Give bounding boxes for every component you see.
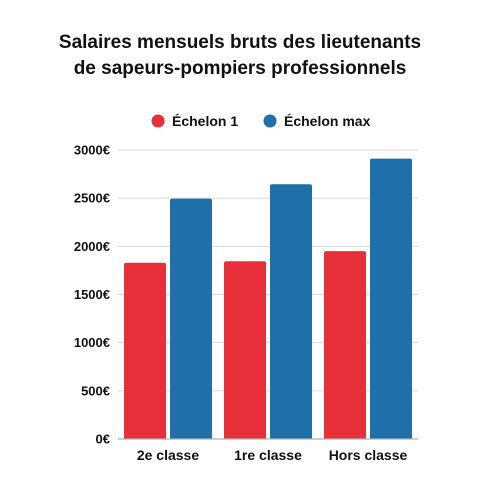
chart-title-line-1: Salaires mensuels bruts des lieutenants bbox=[59, 32, 421, 53]
bar-echelon-1-3 bbox=[324, 251, 366, 439]
bars bbox=[124, 158, 412, 440]
y-tick-label: 0€ bbox=[96, 432, 110, 447]
y-axis-tick-labels: 0€ 500€ 1000€ 1500€ 2000€ 2500€ 3000€ bbox=[74, 143, 110, 447]
legend: Échelon 1 Échelon max bbox=[151, 113, 371, 129]
bar-echelon-max-1 bbox=[170, 198, 212, 439]
bar-echelon-1-1 bbox=[124, 262, 166, 439]
y-tick-label: 1000€ bbox=[74, 335, 110, 350]
bar-echelon-max-3 bbox=[370, 158, 412, 440]
x-axis-category-labels: 2e classe 1re classe Hors classe bbox=[137, 447, 408, 463]
legend-swatch bbox=[151, 114, 165, 128]
legend-swatch bbox=[263, 114, 277, 128]
legend-label: Échelon max bbox=[284, 113, 371, 129]
y-tick-label: 3000€ bbox=[74, 143, 110, 158]
chart-title-line-2: de sapeurs-pompiers professionnels bbox=[74, 58, 407, 79]
y-tick-label: 2000€ bbox=[74, 239, 110, 254]
y-tick-label: 2500€ bbox=[74, 191, 110, 206]
chart-title: Salaires mensuels bruts des lieutenants … bbox=[59, 32, 421, 79]
grid-lines bbox=[118, 149, 418, 392]
bar-echelon-1-2 bbox=[224, 261, 266, 439]
x-category-label: 2e classe bbox=[137, 447, 199, 463]
y-tick-label: 1500€ bbox=[74, 287, 110, 302]
y-tick-label: 500€ bbox=[81, 383, 110, 398]
legend-label: Échelon 1 bbox=[172, 113, 238, 129]
x-category-label: 1re classe bbox=[234, 447, 302, 463]
bar-echelon-max-2 bbox=[270, 184, 312, 439]
x-category-label: Hors classe bbox=[329, 447, 408, 463]
